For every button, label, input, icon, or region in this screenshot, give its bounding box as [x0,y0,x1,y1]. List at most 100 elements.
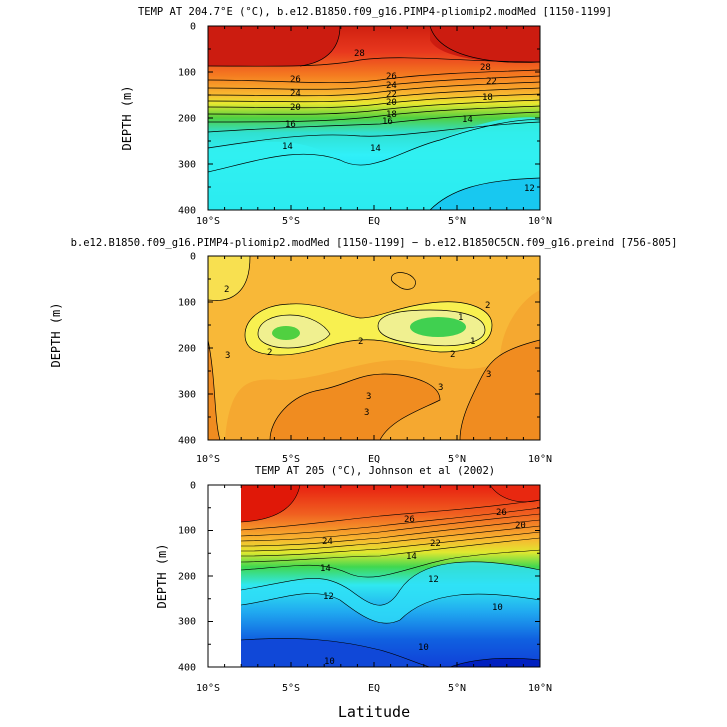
panel-3-contour-label: 26 [404,515,415,525]
panel-3-contour-label: 12 [323,592,334,602]
panel-1-contour-label: 28 [354,49,365,59]
y-tick-label: 200 [178,572,196,583]
panel-2-x-axis: 10°S 5°S EQ 5°N 10°N [196,454,552,465]
x-tick-label: 5°N [448,216,466,227]
panel-1-y-axis: 0 100 200 300 400 DEPTH (m) [120,22,196,217]
panel-1: TEMP AT 204.7°E (°C), b.e12.B1850.f09_g1… [120,6,612,227]
panel-1-cold-core [430,178,540,210]
panel-3-deepest-blue [450,658,540,667]
panel-3-x-axis: 10°S 5°S EQ 5°N 10°N [196,683,552,694]
y-tick-label: 400 [178,663,196,674]
panel-1-contour-label: 26 [386,72,397,82]
panel-2-y-label: DEPTH (m) [49,302,63,367]
panel-2-contour-label: 2 [485,301,490,311]
panel-1-contour-label: 24 [290,89,301,99]
panel-3-y-axis: 0 100 200 300 400 DEPTH (m) [155,481,196,674]
panel-1-contour-label: 20 [290,103,301,113]
panel-1-contour-label: 24 [386,81,397,91]
panel-3-y-label: DEPTH (m) [155,543,169,608]
x-tick-label: 5°N [448,683,466,694]
panel-2-y-axis: 0 100 200 300 400 DEPTH (m) [49,252,196,447]
panel-3-title: TEMP AT 205 (°C), Johnson et al (2002) [255,465,495,477]
panel-3-contour-label: 26 [496,508,507,518]
panel-1-x-axis: 10°S 5°S EQ 5°N 10°N [196,216,552,227]
y-tick-label: 100 [178,526,196,537]
panel-1-contour-label: 18 [386,110,397,120]
panel-1-contour-label: 22 [486,77,497,87]
panel-3-plot-area: 26 26 24 22 20 14 14 12 12 10 10 10 [207,484,541,668]
x-tick-label: 10°N [528,216,552,227]
y-tick-label: 300 [178,160,196,171]
panel-3-contour-label: 24 [322,537,333,547]
panel-1-contour-label: 16 [382,117,393,127]
panel-3-contour-label: 10 [324,657,335,667]
panel-1-contour-label: 14 [370,144,381,154]
x-tick-label: 5°N [448,454,466,465]
y-tick-label: 400 [178,206,196,217]
panel-3-contour-label: 14 [406,552,417,562]
panel-1-contour-label: 12 [524,184,535,194]
panel-1-y-label: DEPTH (m) [120,85,134,150]
panel-2-green-core [410,317,466,337]
panel-2-contour-label: 1 [470,337,475,347]
panel-3-contour-label: 22 [430,539,441,549]
x-tick-label: 10°S [196,454,220,465]
y-tick-label: 100 [178,298,196,309]
panel-3-contour-label: 10 [418,643,429,653]
panel-1-contour-label: 18 [482,93,493,103]
panel-2-title: b.e12.B1850.f09_g16.PIMP4-pliomip2.modMe… [71,237,678,249]
panel-2-blob-deep-right [460,340,540,440]
panel-1-plot-area: 28 28 26 26 24 24 22 22 20 20 18 18 16 1… [207,25,541,211]
y-tick-label: 0 [190,22,196,33]
y-tick-label: 200 [178,114,196,125]
x-tick-label: EQ [368,683,380,694]
panel-1-contour-label: 22 [386,90,397,100]
panel-2-green-core [272,326,300,340]
panel-1-contour-label: 28 [480,63,491,73]
panel-2-contour-label: 3 [486,370,491,380]
panel-3-contour-label: 20 [515,521,526,531]
panel-2-contour-label: 2 [358,337,363,347]
panel-3-cyan-dip [241,561,540,624]
panel-2: b.e12.B1850.f09_g16.PIMP4-pliomip2.modMe… [49,237,677,465]
y-tick-label: 0 [190,252,196,263]
panel-2-contour-label: 2 [224,285,229,295]
x-tick-label: 5°S [282,216,300,227]
panel-2-plot-area: 2 2 2 2 1 1 2 3 3 3 3 3 [207,255,541,441]
panel-3: TEMP AT 205 (°C), Johnson et al (2002) [155,465,552,694]
panel-3-deep-blue [241,638,430,667]
panel-3-warm-left [241,485,300,522]
panel-2-corner-yellow [208,256,250,301]
panel-3-warm-right [490,485,540,502]
panel-1-contours [207,25,541,211]
x-tick-label: 5°S [282,683,300,694]
panel-2-contour-label: 3 [438,383,443,393]
panel-1-contour-label: 14 [282,142,293,152]
panel-2-contour-label: 2 [450,350,455,360]
panel-3-contour-label: 14 [320,564,331,574]
panel-1-contour-label: 20 [386,98,397,108]
panel-2-contour-label: 3 [366,392,371,402]
panel-1-contour-label: 16 [285,120,296,130]
figure-x-label: Latitude [338,703,410,721]
panel-1-title: TEMP AT 204.7°E (°C), b.e12.B1850.f09_g1… [138,6,612,18]
panel-1-contour-label: 26 [290,75,301,85]
panel-2-contour-label: 3 [364,408,369,418]
panel-3-contour-labels: 26 26 24 22 20 14 14 12 12 10 10 10 [320,508,526,667]
panel-2-contour-label: 3 [225,351,230,361]
y-tick-label: 0 [190,481,196,492]
panel-1-contour-labels: 28 28 26 26 24 24 22 22 20 20 18 18 16 1… [282,49,535,194]
y-tick-label: 200 [178,344,196,355]
axis-ticks [207,25,541,668]
y-tick-label: 100 [178,68,196,79]
panel-1-contour-label: 14 [462,115,473,125]
x-tick-label: 10°N [528,683,552,694]
panel-3-contour-label: 10 [492,603,503,613]
panel-2-contours [207,255,541,441]
x-tick-label: EQ [368,454,380,465]
panel-1-warm-left [208,26,340,66]
y-tick-label: 300 [178,390,196,401]
y-tick-label: 400 [178,436,196,447]
panel-2-blob-deep-mid [270,373,440,440]
